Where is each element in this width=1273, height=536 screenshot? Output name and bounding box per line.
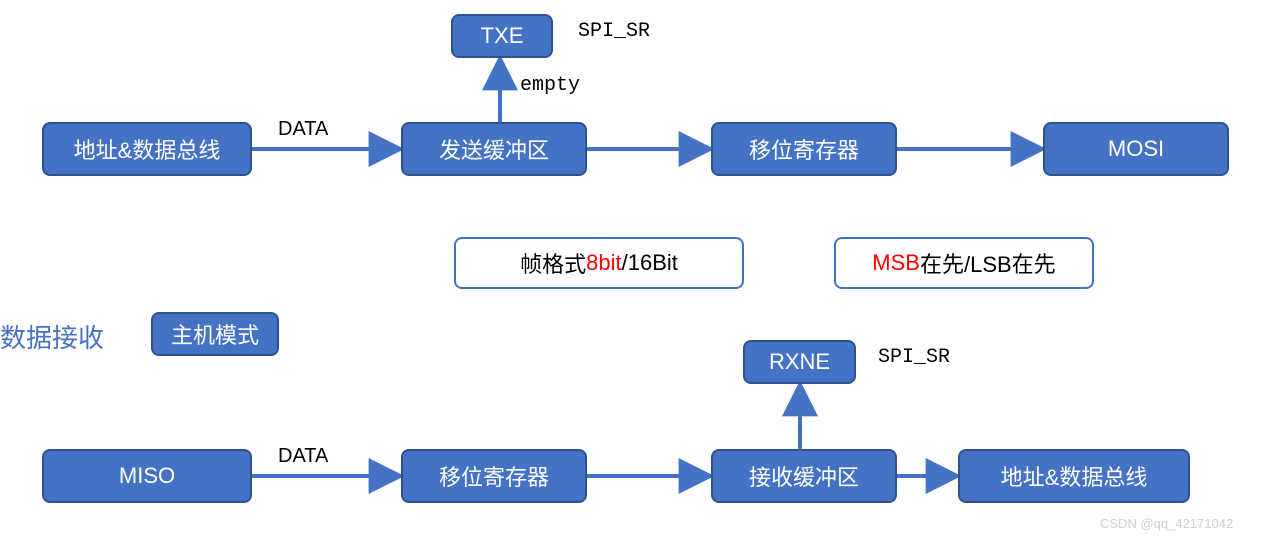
- label-data_recv: 数据接收: [0, 318, 104, 355]
- info-frame_fmt-part: /16Bit: [622, 250, 678, 276]
- info-msb_lsb-part: MSB: [872, 250, 920, 276]
- node-rxne: RXNE: [743, 340, 856, 384]
- node-addr_bus1: 地址&数据总线: [42, 122, 252, 176]
- label-data1: DATA: [278, 118, 328, 141]
- info-frame_fmt-part: 帧格式: [520, 247, 586, 279]
- watermark: CSDN @qq_42171042: [1100, 516, 1233, 531]
- node-txe: TXE: [451, 14, 553, 58]
- node-shift2: 移位寄存器: [401, 449, 587, 503]
- node-addr_bus2: 地址&数据总线: [958, 449, 1190, 503]
- label-spi_sr2: SPI_SR: [878, 346, 950, 369]
- label-spi_sr1: SPI_SR: [578, 20, 650, 43]
- info-msb_lsb-part: 在先/LSB在先: [920, 247, 1056, 279]
- label-data2: DATA: [278, 445, 328, 468]
- node-miso: MISO: [42, 449, 252, 503]
- node-rx_buf: 接收缓冲区: [711, 449, 897, 503]
- info-frame_fmt-part: 8bit: [586, 250, 621, 276]
- node-tx_buf: 发送缓冲区: [401, 122, 587, 176]
- info-msb_lsb: MSB在先/LSB在先: [834, 237, 1094, 289]
- label-empty: empty: [520, 74, 580, 97]
- node-host_mode: 主机模式: [151, 312, 279, 356]
- node-mosi: MOSI: [1043, 122, 1229, 176]
- info-frame_fmt: 帧格式8bit/16Bit: [454, 237, 744, 289]
- node-shift1: 移位寄存器: [711, 122, 897, 176]
